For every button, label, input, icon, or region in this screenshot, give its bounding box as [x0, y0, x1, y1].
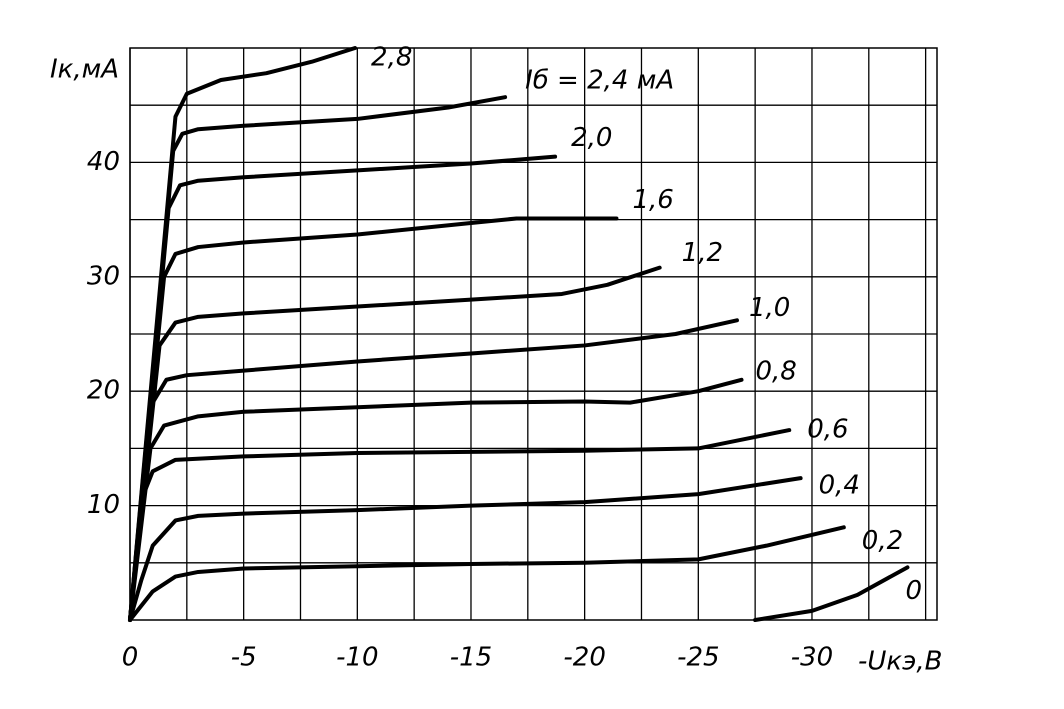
curve-label: 1,6 — [632, 185, 673, 215]
y-axis-label: Iк,мА — [50, 55, 119, 85]
curve — [128, 95, 508, 622]
curve — [128, 154, 558, 622]
y-tick-label: 40 — [87, 147, 120, 177]
curve-label: 0,8 — [756, 356, 797, 386]
x-tick-label: 0 — [122, 643, 139, 673]
x-tick-label: -15 — [450, 643, 492, 673]
curve-label: 0,4 — [819, 471, 860, 501]
x-tick-label: -20 — [563, 643, 605, 673]
x-tick-label: -10 — [336, 643, 378, 673]
curve — [128, 525, 846, 622]
curve — [128, 216, 619, 622]
y-tick-label: 20 — [87, 376, 120, 406]
x-tick-label: -25 — [677, 643, 719, 673]
curve — [128, 46, 358, 622]
curve-label: 1,2 — [682, 238, 723, 268]
curve-label: 2,8 — [371, 43, 412, 73]
curve — [128, 377, 744, 622]
y-tick-label: 10 — [87, 490, 120, 520]
curve — [128, 428, 792, 622]
curve — [128, 265, 662, 622]
curve — [128, 476, 803, 622]
x-tick-label: -5 — [231, 643, 257, 673]
x-axis-label: -Uкэ,В — [858, 647, 943, 677]
curve-label: 0,2 — [862, 526, 903, 556]
curve — [753, 565, 910, 622]
curve-label: 0,6 — [807, 415, 848, 445]
curve-label: 2,0 — [571, 123, 612, 153]
curve-label: 0 — [905, 576, 922, 606]
curve-label: 1,0 — [749, 293, 790, 323]
curve-label: Iб = 2,4 мА — [525, 66, 674, 96]
y-tick-label: 30 — [87, 261, 120, 291]
x-tick-label: -30 — [791, 643, 833, 673]
curve — [128, 318, 739, 622]
